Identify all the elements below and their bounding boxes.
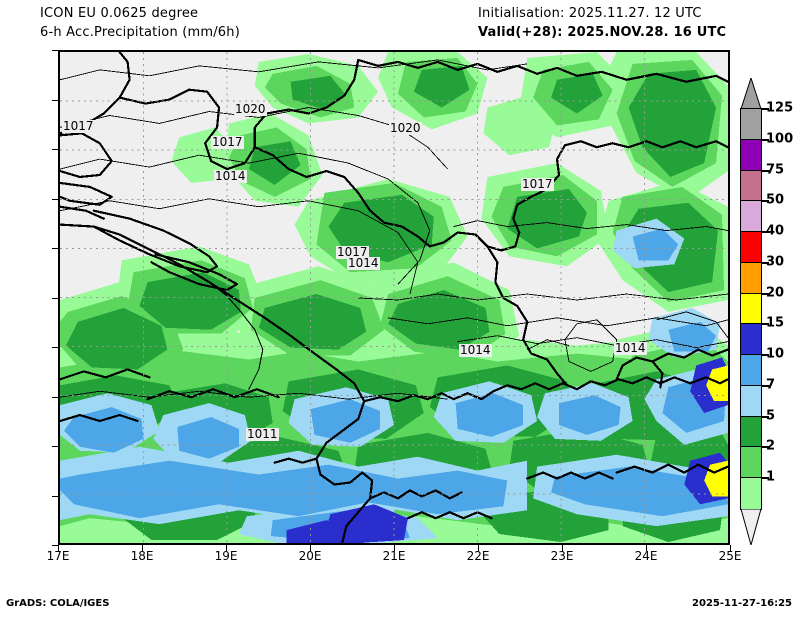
colorbar-tick [762, 323, 769, 326]
isobar-label: 1020 [389, 121, 422, 135]
colorbar-band [741, 170, 761, 202]
colorbar-band [741, 355, 761, 386]
initialisation-time: Initialisation: 2025.11.27. 12 UTC [478, 6, 702, 21]
y-axis-tick [52, 198, 58, 200]
colorbar-level-label: 50 [766, 192, 785, 208]
colorbar-band [741, 262, 761, 294]
colorbar-band [741, 201, 761, 233]
isobar-label: 1017 [62, 119, 95, 133]
y-axis-tick [52, 495, 58, 497]
x-axis-label: 23E [550, 549, 574, 563]
isobar-label: 1014 [214, 169, 247, 183]
y-axis-tick [52, 149, 58, 150]
colorbar-tick [762, 354, 769, 357]
colorbar-tick [762, 200, 769, 203]
colorbar-tick [762, 477, 769, 480]
isobar-label: 1014 [614, 341, 647, 355]
colorbar-level-label: 15 [766, 315, 785, 331]
isobar-label: 1011 [246, 427, 279, 441]
precipitation-field [60, 52, 728, 543]
x-axis-tick [58, 545, 59, 551]
y-axis-tick [52, 396, 58, 398]
x-axis-label: 25E [718, 549, 742, 563]
colorbar-tick [762, 231, 769, 234]
isobar-label: 1017 [336, 245, 369, 259]
y-axis-tick [52, 545, 58, 546]
colorbar-tick [762, 108, 769, 110]
colorbar-tick [762, 415, 769, 418]
colorbar-band [741, 139, 761, 171]
colorbar-level-label: 100 [766, 131, 794, 147]
colorbar-level-label: 2 [766, 438, 776, 454]
colorbar-tick [762, 138, 769, 141]
isobar-label: 1017 [521, 177, 554, 191]
y-axis-tick [52, 446, 58, 447]
x-axis-label: 22E [466, 549, 490, 563]
colorbar-band [741, 416, 761, 448]
x-axis-tick [562, 545, 563, 551]
x-axis-label: 18E [130, 549, 154, 563]
isobar-label: 1020 [234, 102, 267, 116]
colorbar-tick [762, 384, 769, 387]
colorbar-level-label: 10 [766, 346, 785, 362]
isobar-label: 1014 [459, 343, 492, 357]
colorbar-band [741, 478, 761, 509]
colorbar-level-label: 7 [766, 377, 776, 393]
x-axis-tick [646, 545, 647, 551]
colorbar-band [741, 293, 761, 325]
y-axis-tick [52, 248, 58, 249]
x-axis-tick [226, 545, 227, 551]
colorbar-band [741, 109, 761, 140]
colorbar-band [741, 447, 761, 479]
colorbar-level-label: 125 [766, 100, 794, 116]
y-axis-tick [52, 347, 58, 348]
map-plot-area: 1020 1020 1017 1017 1017 1014 1017 1014 1014 1014… [58, 50, 730, 545]
colorbar-tick [762, 169, 769, 172]
colorbar-level-label: 1 [766, 469, 776, 485]
x-axis-tick [394, 545, 395, 551]
isobar-label: 1017 [211, 135, 244, 149]
colorbar-level-label: 20 [766, 285, 785, 301]
x-axis-tick [142, 545, 143, 551]
colorbar-bottom-arrow [740, 509, 762, 545]
colorbar-level-label: 5 [766, 408, 776, 424]
colorbar-band [741, 385, 761, 417]
y-axis-tick [52, 297, 58, 299]
valid-time: Valid(+28): 2025.NOV.28. 16 UTC [478, 25, 727, 40]
x-axis-tick [730, 545, 731, 551]
y-axis-tick [52, 99, 58, 101]
x-axis-label: 17E [46, 549, 70, 563]
x-axis-label: 24E [634, 549, 658, 563]
field-title: 6-h Acc.Precipitation (mm/6h) [40, 25, 240, 40]
colorbar-tick [762, 292, 769, 295]
colorbar-level-label: 40 [766, 223, 785, 239]
x-axis-label: 19E [214, 549, 238, 563]
colorbar-tick [762, 446, 769, 449]
x-axis-tick [478, 545, 479, 551]
x-axis-label: 20E [298, 549, 322, 563]
colorbar-band [741, 324, 761, 356]
grads-credit: GrADS: COLA/IGES [6, 598, 110, 609]
colorbar-level-label: 75 [766, 162, 785, 178]
precipitation-colorbar [740, 108, 762, 510]
colorbar-top-arrow [740, 78, 762, 109]
y-axis-tick [52, 50, 58, 51]
model-title: ICON EU 0.0625 degree [40, 6, 199, 21]
colorbar-band [741, 232, 761, 263]
render-timestamp: 2025-11-27-16:25 [692, 598, 792, 609]
isobar-label: 1014 [347, 256, 380, 270]
x-axis-label: 21E [382, 549, 406, 563]
colorbar-tick [762, 261, 769, 264]
x-axis-tick [310, 545, 311, 551]
colorbar-level-label: 30 [766, 254, 785, 270]
